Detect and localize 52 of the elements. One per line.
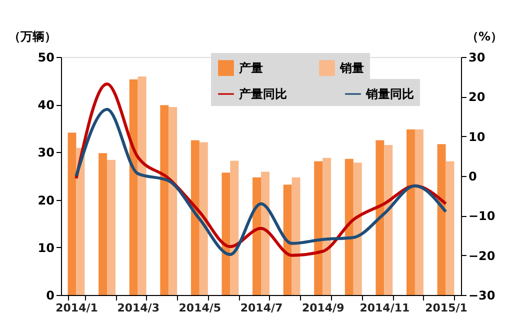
bar <box>353 162 362 295</box>
y2-tick-label: −30 <box>468 288 496 302</box>
legend-label: 销量 <box>339 61 364 76</box>
bar <box>344 158 354 295</box>
bar <box>384 145 393 295</box>
bar <box>292 177 300 295</box>
legend-label: 销量同比 <box>365 87 414 101</box>
legend-label: 产量 <box>238 61 263 76</box>
y-tick-label: 0 <box>46 288 54 302</box>
bar <box>283 184 292 295</box>
bar <box>107 160 116 295</box>
y2-tick-label: 10 <box>468 130 486 144</box>
x-tick-label: 2014/9 <box>302 302 344 314</box>
bar <box>252 177 261 295</box>
bar <box>446 161 454 295</box>
y-tick-label: 50 <box>38 50 54 64</box>
bar <box>414 129 424 295</box>
bar <box>406 129 415 295</box>
y-tick-label: 30 <box>38 146 54 160</box>
bar <box>68 132 76 295</box>
bar <box>160 105 169 295</box>
bar <box>138 76 146 295</box>
bar <box>76 148 85 295</box>
bar <box>129 79 138 295</box>
y-tick-label: 40 <box>38 98 54 112</box>
y-tick-label: 10 <box>38 240 54 255</box>
y2-tick-label: −20 <box>468 248 496 263</box>
x-tick-label: 2014/5 <box>178 302 222 314</box>
bar <box>322 158 332 295</box>
bar <box>168 106 178 295</box>
bar <box>376 140 384 295</box>
bar <box>199 142 208 295</box>
x-tick-label: 2014/11 <box>360 302 410 314</box>
x-tick-label: 2015/1 <box>425 302 468 314</box>
bar <box>230 160 239 295</box>
bar <box>190 140 200 295</box>
bar <box>437 144 446 295</box>
y2-axis-title: （%） <box>466 30 503 44</box>
x-tick-label: 2014/3 <box>117 302 160 314</box>
bar <box>314 161 323 295</box>
y2-tick-label: −10 <box>468 209 496 224</box>
y-tick-label: 20 <box>38 193 54 208</box>
bar <box>222 172 230 295</box>
y2-tick-label: 30 <box>468 50 486 64</box>
x-tick-label: 2014/1 <box>56 302 98 314</box>
y-axis-title: （万辆） <box>8 30 56 44</box>
bar <box>261 172 270 295</box>
y2-tick-label: 20 <box>468 90 486 104</box>
y2-tick-label: 0 <box>468 170 477 184</box>
x-tick-label: 2014/7 <box>240 302 283 314</box>
bar <box>98 153 108 295</box>
legend-label: 产量同比 <box>238 87 287 101</box>
